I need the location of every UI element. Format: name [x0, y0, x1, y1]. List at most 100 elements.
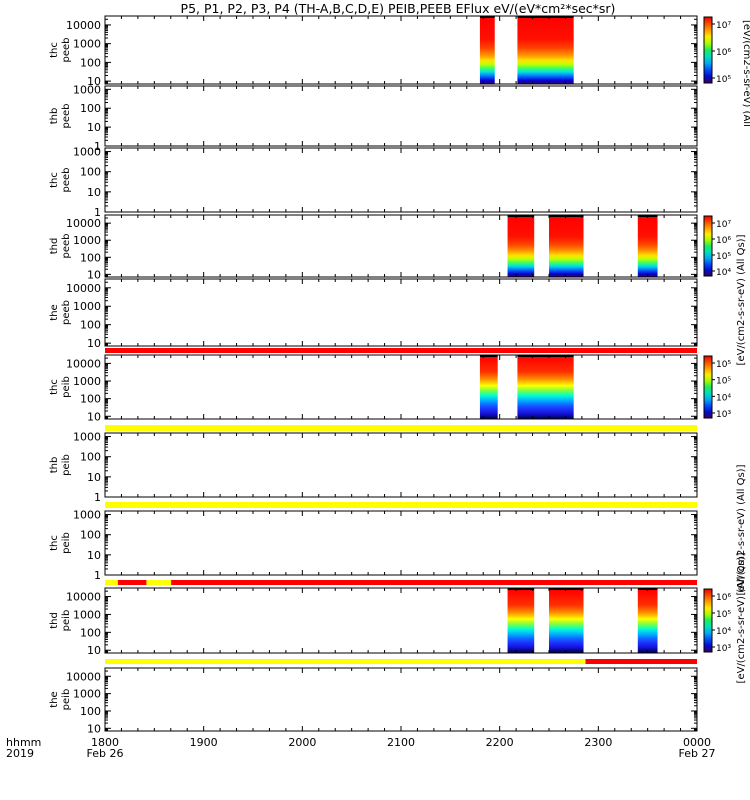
- y-tick-label: 10000: [66, 217, 101, 230]
- y-tick-label: 1000: [73, 608, 101, 621]
- colorbar-tick-label: 10⁶: [716, 236, 731, 246]
- y-tick-label: 100: [80, 56, 101, 69]
- panel-6: 10000 1000 100 10 thc peib: [49, 354, 698, 423]
- y-tick-label: 10: [87, 410, 101, 423]
- panel-7-frame: [104, 432, 698, 498]
- panel-7-probe-label: thb: [49, 457, 60, 474]
- y-tick-label: 10: [87, 722, 101, 735]
- y-tick-label: 100: [80, 393, 101, 406]
- colorbar-tick-label: 10⁵: [716, 252, 731, 262]
- y-tick-label: 100: [80, 319, 101, 332]
- status-bar-2: [105, 425, 697, 431]
- y-tick-label: 10: [87, 268, 101, 281]
- panel-9-data-block-1: [507, 590, 535, 653]
- x-tick-label: 2200: [486, 736, 514, 749]
- panel-9-block-cap-2: [549, 588, 584, 590]
- panel-10-probe-label: the: [49, 691, 60, 707]
- panel-1-product-label: peeb: [61, 38, 72, 63]
- panel-6-probe-label: thc: [49, 379, 60, 395]
- panel-7: 1000 100 10 1 thb peib: [49, 431, 698, 504]
- panel-1-block-cap-1: [479, 16, 495, 18]
- y-tick-label: 10: [87, 337, 101, 350]
- status-segment: [146, 580, 172, 585]
- y-tick-label: 10000: [66, 282, 101, 295]
- panel-10-frame: [104, 667, 698, 732]
- panel-9-product-label: peib: [61, 610, 72, 632]
- y-tick-label: 1000: [73, 234, 101, 247]
- status-bar-1: [105, 348, 697, 353]
- y-tick-label: 10000: [66, 670, 101, 683]
- panel-6-data-block-2: [517, 357, 574, 419]
- panel-5-product-label: peeb: [61, 300, 72, 325]
- panel-8: 1000 100 10 1 thc peib: [49, 509, 698, 582]
- panel-4: 10000 1000 100 10 thd peeb: [49, 214, 698, 281]
- y-tick-label: 10000: [66, 357, 101, 370]
- panel-3-product-label: peeb: [61, 168, 72, 193]
- panel-1-data-block-1: [479, 18, 495, 84]
- panel-4-colorbar: 10⁷ 10⁶ 10⁵ 10⁴: [703, 215, 731, 278]
- colorbar-tick-label: 10⁴: [716, 627, 731, 637]
- y-tick-label: 1: [94, 491, 101, 504]
- colorbar-unit-label-bottom: [eV/(cm2-s-sr-eV) (All Qs)]: [736, 552, 747, 683]
- y-tick-label: 1: [94, 140, 101, 153]
- x-tick-label: 0000: [683, 736, 711, 749]
- x-tick-label: 2100: [387, 736, 415, 749]
- x-tick-label: 2000: [288, 736, 316, 749]
- y-tick-label: 10: [87, 121, 101, 134]
- panel-10: 10000 1000 100 10 the peib: [49, 667, 698, 735]
- status-bar-3: [105, 502, 697, 508]
- panel-9: 10000 1000 100 10 thd peib: [49, 587, 698, 657]
- status-segment: [105, 502, 697, 508]
- status-segment: [105, 425, 697, 431]
- y-tick-label: 1: [94, 206, 101, 219]
- panel-1-data-block-2: [517, 18, 574, 84]
- x-axis-row-label-1: hhmm: [6, 736, 41, 749]
- panel-4-data-block-1: [507, 217, 535, 277]
- status-segment: [105, 580, 118, 585]
- colorbar-tick-label: 10⁷: [716, 220, 731, 230]
- y-tick-label: 1000: [73, 375, 101, 388]
- panel-8-probe-label: thc: [49, 535, 60, 551]
- status-segment: [171, 580, 697, 585]
- colorbar-unit-label-top: [eV/(cm2-s-sr-eV) (All: [741, 20, 750, 127]
- y-tick-label: 1000: [73, 300, 101, 313]
- panel-9-frame: [104, 587, 698, 654]
- status-bars: [105, 348, 697, 664]
- colorbar-unit-label-mid-b: [eV/(cm2-s-sr-eV) (All Qs)]: [736, 464, 747, 595]
- panel-4-data-block-3: [637, 217, 658, 277]
- colorbar-tick-label: 10⁶: [716, 593, 731, 603]
- panel-3-probe-label: thc: [49, 172, 60, 188]
- panel-3: 1000 100 10 1 thc peeb: [49, 146, 698, 219]
- y-tick-label: 10: [87, 549, 101, 562]
- y-tick-label: 10: [87, 644, 101, 657]
- panel-5-probe-label: the: [49, 304, 60, 320]
- colorbar-tick-label: 10⁵: [716, 75, 731, 85]
- colorbar-tick-label: 10⁶: [716, 48, 731, 58]
- panel-2: 1000 100 10 1 thb peeb: [49, 83, 698, 153]
- panel-4-product-label: peeb: [61, 234, 72, 259]
- panel-6-frame: [104, 354, 698, 420]
- panel-1-frame: [104, 15, 698, 85]
- x-axis-row-label-2: 2019: [6, 747, 34, 760]
- colorbar-tick-label: 10⁵: [716, 360, 731, 370]
- panel-9-data-block-3: [637, 590, 658, 653]
- colorbar-scale: [703, 16, 713, 84]
- y-tick-label: 100: [80, 529, 101, 542]
- colorbar-tick-label: 10³: [716, 410, 731, 420]
- colorbar-tick-label: 10⁷: [716, 21, 731, 31]
- y-tick-label: 100: [80, 626, 101, 639]
- panel-6-data-block-1: [479, 357, 498, 419]
- y-tick-label: 100: [80, 166, 101, 179]
- x-tick-label: 1900: [190, 736, 218, 749]
- y-tick-label: 10000: [66, 19, 101, 32]
- colorbar-scale: [703, 355, 713, 419]
- colorbar-tick-label: 10⁴: [716, 393, 731, 403]
- y-tick-label: 10: [87, 186, 101, 199]
- panel-5: 10000 1000 100 10 the peeb: [49, 278, 698, 350]
- panel-4-block-cap-1: [507, 215, 535, 217]
- y-tick-label: 1000: [73, 38, 101, 51]
- colorbar-tick-label: 10³: [716, 644, 731, 654]
